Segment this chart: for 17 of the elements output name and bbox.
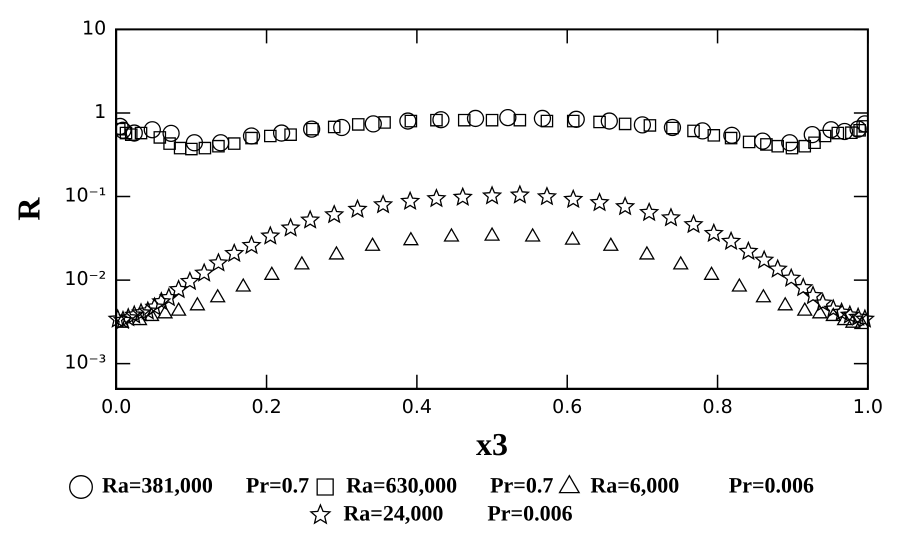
x-tick-label: 0.0 (101, 396, 132, 418)
x-tick-label: 0.6 (552, 396, 582, 418)
y-axis-title: R (10, 196, 46, 221)
x-tick-label: 0.2 (251, 396, 282, 418)
y-tick-label: 10⁻² (64, 268, 106, 290)
x-axis-title: x3 (476, 426, 508, 462)
x-tick-label: 0.4 (402, 396, 432, 418)
legend-label: Ra=6,000 Pr=0.006 (590, 472, 814, 498)
y-tick-label: 10⁻³ (64, 352, 106, 374)
x-tick-label: 0.8 (702, 396, 733, 418)
y-tick-label: 10 (82, 17, 106, 40)
y-tick-label: 1 (94, 100, 106, 123)
legend-label: Ra=24,000 Pr=0.006 (343, 500, 573, 526)
x-tick-label: 1.0 (852, 396, 883, 418)
y-tick-label: 10⁻¹ (64, 184, 106, 206)
legend-label: Ra=381,000 Pr=0.7 (102, 472, 310, 498)
legend-label: Ra=630,000 Pr=0.7 (346, 472, 554, 498)
